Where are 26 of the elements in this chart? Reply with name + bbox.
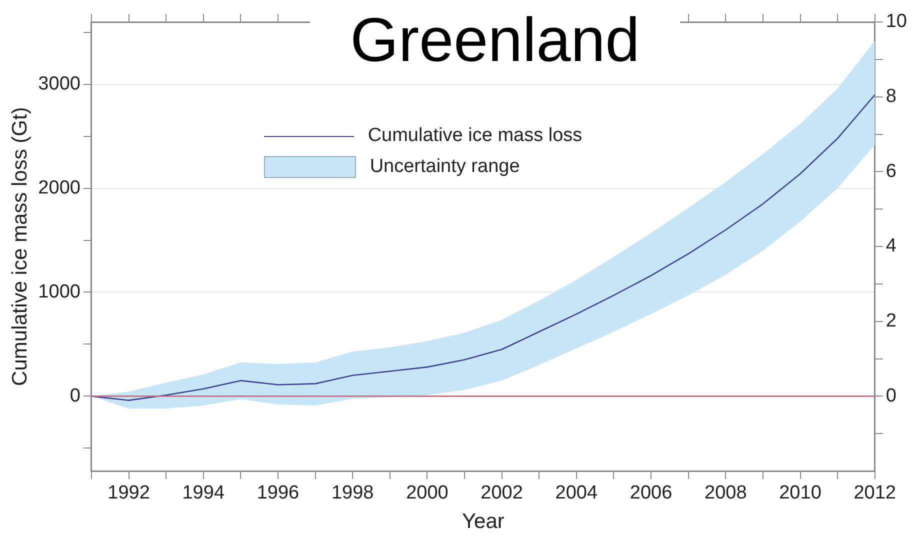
x-tick-label: 1996 xyxy=(256,482,300,504)
legend-label: Cumulative ice mass loss xyxy=(368,125,582,148)
x-tick-label: 1998 xyxy=(331,482,374,504)
x-tick-label: 2008 xyxy=(704,482,747,504)
y2-tick-label: 6 xyxy=(886,160,896,182)
y-tick-label: 3000 xyxy=(38,74,80,95)
y2-tick-label: 2 xyxy=(886,310,896,332)
y-tick-label: 1000 xyxy=(38,281,80,302)
x-tick-label: 2004 xyxy=(555,482,598,504)
y2-tick-label: 4 xyxy=(886,236,897,257)
x-tick-label: 2000 xyxy=(406,482,448,504)
y2-tick-label: 0 xyxy=(886,385,896,406)
y-tick-label: 2000 xyxy=(38,178,80,199)
x-tick-label: 2010 xyxy=(779,482,822,504)
x-axis-title: Year xyxy=(462,510,504,534)
y-axis-title: Cumulative ice mass loss (Gt) xyxy=(8,107,32,386)
x-tick-label: 2002 xyxy=(480,482,523,504)
x-tick-label: 1994 xyxy=(182,482,225,504)
y-tick-label: 0 xyxy=(70,385,80,406)
annotation: Uncertainty range xyxy=(370,156,520,178)
x-tick-label: 1992 xyxy=(108,482,150,504)
chart-title: Greenland xyxy=(310,6,680,75)
y2-tick-label: 8 xyxy=(886,86,896,108)
y2-tick-label: 10 xyxy=(886,11,908,32)
x-tick-label: 2012 xyxy=(854,482,896,504)
x-tick-label: 2006 xyxy=(630,482,672,504)
